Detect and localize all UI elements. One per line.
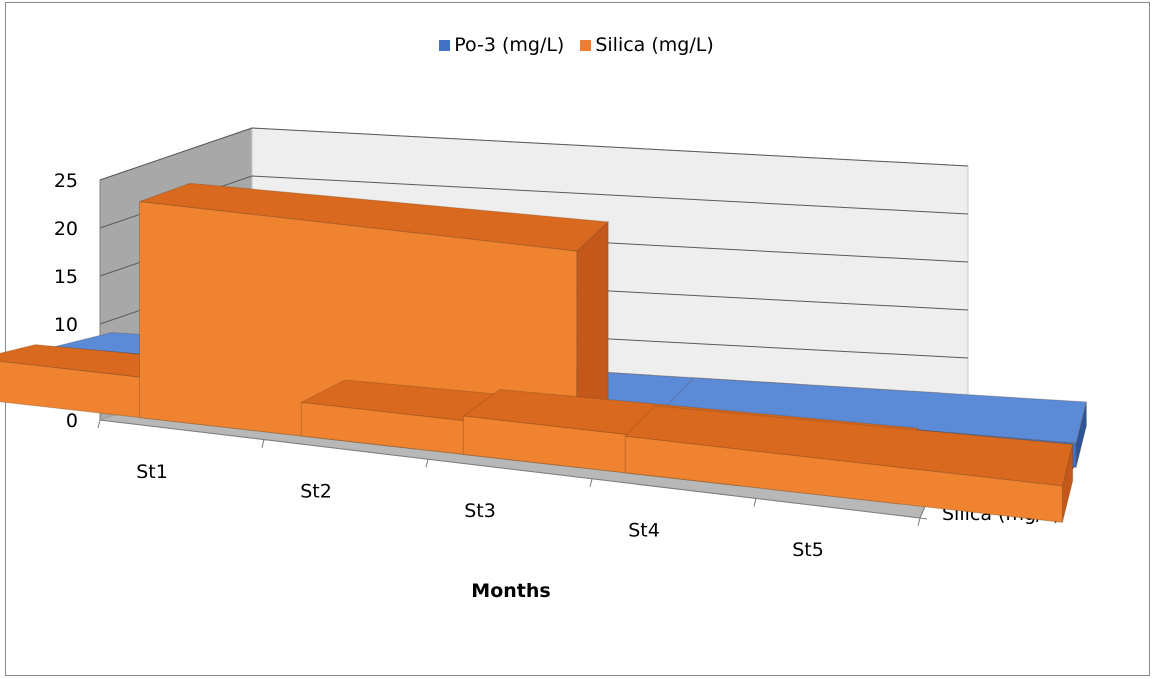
- legend-item-silica: Silica (mg/L): [580, 34, 714, 56]
- legend-swatch-po3: [439, 39, 451, 51]
- x-tick-label: St3: [464, 500, 496, 522]
- legend-label-po3: Po-3 (mg/L): [454, 34, 565, 56]
- legend-swatch-silica: [580, 39, 592, 51]
- y-tick-label: 15: [54, 266, 78, 288]
- x-tick: [589, 478, 593, 487]
- x-tick: [917, 517, 921, 527]
- y-tick-label: 0: [66, 410, 78, 432]
- gridline: [99, 127, 969, 181]
- legend-label-silica: Silica (mg/L): [595, 34, 714, 56]
- x-tick-label: St2: [300, 480, 332, 502]
- x-tick-label: St4: [628, 520, 660, 542]
- x-tick-label: St5: [792, 539, 824, 561]
- y-tick-label: 10: [54, 314, 78, 336]
- x-tick: [753, 498, 757, 507]
- legend: Po-3 (mg/L) Silica (mg/L): [0, 34, 1153, 56]
- x-tick: [97, 419, 101, 429]
- x-tick: [425, 459, 429, 468]
- bar-silica: [624, 435, 1063, 523]
- x-axis-title: Months: [471, 580, 551, 602]
- x-tick-label: St1: [136, 461, 168, 483]
- x-tick: [261, 439, 265, 448]
- y-tick-label: 20: [54, 218, 78, 240]
- bar-silica-top: [624, 405, 1074, 487]
- x-axis-line: [99, 419, 921, 519]
- depth-tick: [919, 517, 928, 520]
- legend-item-po3: Po-3 (mg/L): [439, 34, 564, 56]
- y-tick-label: 25: [54, 170, 78, 192]
